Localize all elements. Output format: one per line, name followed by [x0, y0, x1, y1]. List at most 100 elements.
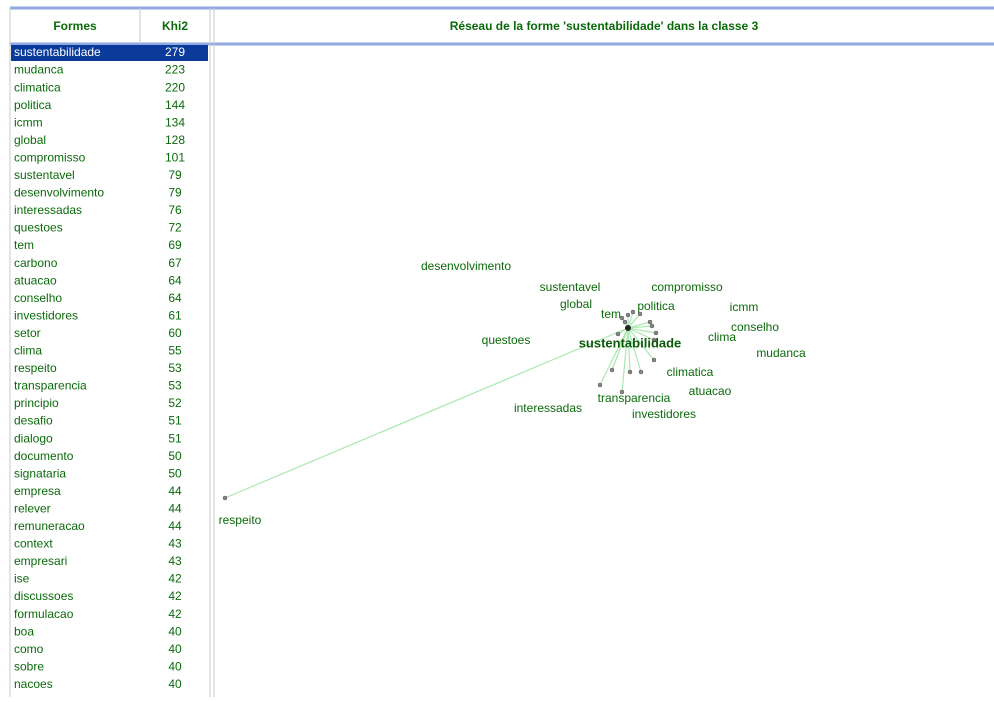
forme[interactable]: respeito [14, 361, 57, 375]
khi2[interactable]: 220 [165, 80, 185, 94]
node-label: desenvolvimento [421, 259, 511, 273]
forme[interactable]: principio [14, 396, 59, 410]
node-dot [222, 495, 228, 501]
forme[interactable]: nacoes [14, 677, 53, 691]
khi2[interactable]: 69 [168, 238, 182, 252]
forme[interactable]: atuacao [14, 273, 57, 287]
node-dot [622, 319, 628, 325]
forme[interactable]: ise [14, 572, 30, 586]
header-khi2[interactable]: Khi2 [162, 19, 188, 33]
khi2[interactable]: 44 [168, 501, 182, 515]
khi2[interactable]: 50 [168, 449, 182, 463]
khi2[interactable]: 279 [165, 45, 185, 59]
khi2[interactable]: 42 [168, 607, 182, 621]
node-label: respeito [219, 513, 262, 527]
khi2[interactable]: 43 [168, 554, 182, 568]
node-label: climatica [667, 365, 714, 379]
khi2[interactable]: 50 [168, 466, 182, 480]
node-dot [653, 330, 659, 336]
forme[interactable]: desafio [14, 414, 53, 428]
khi2[interactable]: 53 [168, 361, 182, 375]
node-dot [647, 319, 653, 325]
khi2[interactable]: 43 [168, 537, 182, 551]
khi2[interactable]: 42 [168, 589, 182, 603]
forme[interactable]: remuneracao [14, 519, 85, 533]
header-formes[interactable]: Formes [53, 19, 97, 33]
node-label: tem [601, 307, 621, 321]
khi2[interactable]: 51 [168, 414, 182, 428]
khi2[interactable]: 76 [168, 203, 182, 217]
node-label: icmm [730, 300, 759, 314]
forme[interactable]: mudanca [14, 63, 64, 77]
khi2[interactable]: 79 [168, 186, 182, 200]
khi2[interactable]: 42 [168, 572, 182, 586]
forme[interactable]: sustentavel [14, 168, 75, 182]
node-label: questoes [482, 333, 531, 347]
khi2[interactable]: 72 [168, 221, 182, 235]
forme[interactable]: global [14, 133, 46, 147]
edge [599, 327, 629, 386]
forme[interactable]: como [14, 642, 44, 656]
khi2[interactable]: 44 [168, 519, 182, 533]
forme[interactable]: interessadas [14, 203, 82, 217]
forme[interactable]: climatica [14, 80, 61, 94]
khi2[interactable]: 128 [165, 133, 185, 147]
forme[interactable]: dialogo [14, 431, 53, 445]
forme[interactable]: discussoes [14, 589, 73, 603]
edge [627, 325, 653, 329]
node-dot [627, 369, 633, 375]
khi2[interactable]: 44 [168, 484, 182, 498]
khi2[interactable]: 55 [168, 344, 182, 358]
khi2[interactable]: 51 [168, 431, 182, 445]
forme[interactable]: carbono [14, 256, 58, 270]
khi2[interactable]: 79 [168, 168, 182, 182]
forme[interactable]: questoes [14, 221, 63, 235]
khi2[interactable]: 223 [165, 63, 185, 77]
khi2[interactable]: 40 [168, 624, 182, 638]
forme[interactable]: relever [14, 501, 51, 515]
khi2[interactable]: 64 [168, 273, 182, 287]
forme[interactable]: formulacao [14, 607, 74, 621]
edge [627, 327, 642, 373]
node-label: mudanca [756, 346, 806, 360]
forme[interactable]: boa [14, 624, 34, 638]
khi2[interactable]: 52 [168, 396, 182, 410]
forme[interactable]: sobre [14, 659, 44, 673]
forme[interactable]: documento [14, 449, 74, 463]
khi2[interactable]: 53 [168, 379, 182, 393]
khi2[interactable]: 40 [168, 659, 182, 673]
khi2[interactable]: 40 [168, 642, 182, 656]
khi2[interactable]: 60 [168, 326, 182, 340]
khi2[interactable]: 134 [165, 115, 185, 129]
forme[interactable]: investidores [14, 308, 78, 322]
forme[interactable]: conselho [14, 291, 62, 305]
node-label: atuacao [689, 384, 732, 398]
forme[interactable]: tem [14, 238, 34, 252]
center-dot [625, 325, 631, 331]
forme[interactable]: desenvolvimento [14, 186, 104, 200]
khi2[interactable]: 40 [168, 677, 182, 691]
node-dot [638, 369, 644, 375]
forme[interactable]: politica [14, 98, 52, 112]
forme[interactable]: context [14, 537, 53, 551]
forme[interactable]: transparencia [14, 379, 87, 393]
forme[interactable]: compromisso [14, 150, 86, 164]
forme[interactable]: clima [14, 344, 42, 358]
forme[interactable]: sustentabilidade [14, 45, 101, 59]
forme[interactable]: icmm [14, 115, 43, 129]
edge [224, 327, 629, 499]
khi2[interactable]: 144 [165, 98, 185, 112]
forme[interactable]: setor [14, 326, 41, 340]
forme[interactable]: empresa [14, 484, 61, 498]
khi2[interactable]: 67 [168, 256, 182, 270]
khi2[interactable]: 101 [165, 150, 185, 164]
forme[interactable]: signataria [14, 466, 66, 480]
forme[interactable]: empresari [14, 554, 67, 568]
selected-row [11, 45, 208, 61]
node-dot [651, 337, 657, 343]
khi2[interactable]: 61 [168, 308, 182, 322]
khi2[interactable]: 64 [168, 291, 182, 305]
